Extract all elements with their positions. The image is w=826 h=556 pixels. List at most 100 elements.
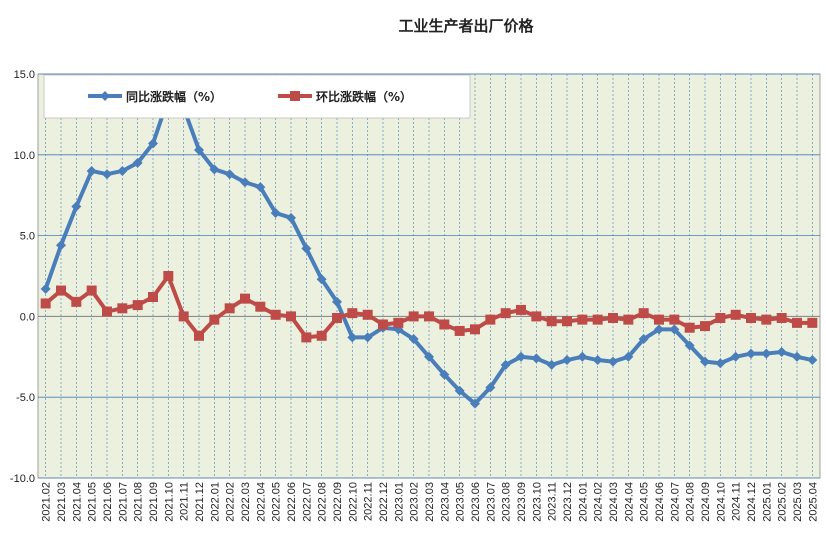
data-point-yoy — [40, 283, 51, 294]
data-point-yoy — [654, 324, 664, 335]
y-tick-label: 0.0 — [20, 311, 35, 323]
data-point-mom — [623, 314, 634, 325]
data-point-mom — [332, 313, 342, 324]
data-point-mom — [40, 298, 51, 309]
x-tick-label: 2025.03 — [792, 482, 804, 522]
data-point-yoy — [194, 144, 204, 155]
data-point-mom — [240, 293, 250, 304]
x-tick-label: 2024.04 — [623, 482, 635, 522]
y-tick-label: 10.0 — [14, 150, 35, 162]
data-point-mom — [224, 303, 235, 314]
x-tick-label: 2024.12 — [746, 482, 758, 522]
data-point-yoy — [792, 351, 802, 362]
data-point-mom — [761, 314, 772, 325]
data-point-yoy — [592, 355, 603, 366]
data-point-mom — [638, 308, 649, 319]
data-point-mom — [776, 313, 787, 324]
x-tick-label: 2022.06 — [286, 482, 298, 522]
x-tick-label: 2022.02 — [225, 482, 237, 522]
x-tick-label: 2022.08 — [317, 482, 329, 522]
data-point-yoy — [500, 359, 511, 370]
data-point-mom — [608, 313, 618, 324]
x-tick-label: 2024.11 — [731, 482, 743, 521]
x-tick-label: 2023.12 — [562, 482, 574, 522]
data-point-yoy — [424, 351, 434, 362]
legend-marker-yoy — [100, 91, 110, 101]
data-point-yoy — [684, 340, 695, 351]
data-point-mom — [194, 330, 204, 341]
x-tick-label: 2022.05 — [271, 482, 283, 522]
data-point-mom — [715, 313, 726, 324]
x-tick-label: 2024.07 — [669, 482, 681, 522]
data-point-mom — [362, 309, 373, 320]
data-point-yoy — [148, 138, 158, 149]
x-tick-label: 2022.07 — [301, 482, 313, 522]
legend-marker-mom — [290, 91, 300, 101]
x-axis: 2021.02 2021.03 2021.04 2021.05 2021.06 2021.… — [41, 482, 820, 522]
data-point-yoy — [730, 351, 741, 362]
data-point-yoy — [485, 382, 496, 393]
y-tick-label: -10.0 — [10, 473, 35, 485]
data-point-mom — [700, 321, 710, 332]
chart-title: 工业生产者出厂价格 — [398, 17, 534, 35]
x-tick-label: 2024.02 — [593, 482, 605, 522]
data-point-mom — [485, 314, 496, 325]
x-tick-label: 2025.01 — [761, 482, 773, 522]
data-point-yoy — [117, 165, 128, 176]
x-tick-label: 2022.12 — [378, 482, 390, 522]
x-tick-label: 2021.08 — [133, 482, 145, 522]
data-point-mom — [807, 317, 818, 328]
y-tick-label: 5.0 — [20, 231, 35, 243]
data-point-mom — [439, 319, 450, 330]
data-point-yoy — [746, 348, 756, 359]
x-tick-label: 2021.11 — [179, 482, 191, 521]
x-tick-label: 2023.07 — [485, 482, 497, 522]
x-tick-label: 2024.09 — [700, 482, 712, 522]
x-tick-label: 2021.03 — [56, 482, 68, 522]
data-point-yoy — [362, 332, 373, 343]
x-tick-label: 2021.09 — [148, 482, 160, 522]
x-tick-label: 2023.02 — [409, 482, 421, 522]
legend-label-mom: 环比涨跌幅（%） — [316, 89, 412, 104]
data-point-yoy — [531, 353, 542, 364]
data-point-mom — [454, 325, 465, 336]
data-point-mom — [669, 314, 680, 325]
data-point-mom — [470, 324, 480, 335]
x-tick-label: 2022.10 — [347, 482, 359, 522]
x-tick-label: 2021.04 — [71, 482, 83, 522]
x-tick-label: 2024.06 — [654, 482, 666, 522]
x-tick-label: 2024.01 — [577, 482, 589, 522]
data-point-mom — [546, 316, 557, 327]
data-point-yoy — [439, 369, 450, 380]
data-point-mom — [592, 314, 603, 325]
data-point-yoy — [562, 355, 572, 366]
data-point-yoy — [761, 348, 772, 359]
x-tick-label: 2022.03 — [240, 482, 252, 522]
data-point-mom — [577, 314, 588, 325]
data-point-mom — [255, 301, 266, 312]
data-point-yoy — [700, 356, 710, 367]
data-point-mom — [102, 306, 112, 317]
data-point-mom — [86, 285, 97, 296]
data-point-mom — [746, 313, 756, 324]
data-point-mom — [531, 311, 542, 322]
data-point-yoy — [623, 351, 634, 362]
x-tick-label: 2021.06 — [102, 482, 114, 522]
data-point-mom — [516, 304, 526, 315]
data-point-mom — [684, 322, 695, 333]
data-point-yoy — [240, 177, 250, 188]
x-tick-label: 2023.05 — [455, 482, 467, 522]
data-point-yoy — [332, 296, 342, 307]
data-point-yoy — [669, 324, 680, 335]
data-point-mom — [56, 285, 66, 296]
x-tick-label: 2024.10 — [715, 482, 727, 522]
x-tick-label: 2022.01 — [209, 482, 221, 522]
x-tick-label: 2021.05 — [87, 482, 99, 522]
data-point-yoy — [776, 346, 787, 357]
x-tick-label: 2021.10 — [163, 482, 175, 522]
x-tick-label: 2021.07 — [117, 482, 129, 522]
x-tick-label: 2024.08 — [685, 482, 697, 522]
data-point-yoy — [546, 359, 557, 370]
data-point-yoy — [102, 169, 112, 180]
x-tick-label: 2022.11 — [363, 482, 375, 521]
